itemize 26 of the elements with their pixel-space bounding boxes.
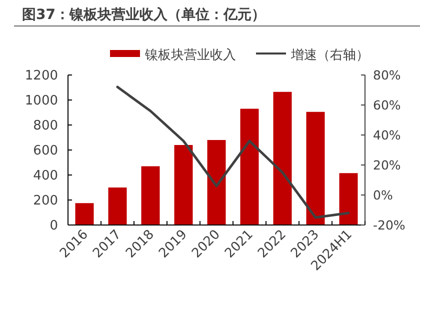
bar — [306, 112, 325, 225]
y-tick-label: 400 — [33, 168, 58, 184]
bar — [339, 173, 358, 225]
y-tick-label: 600 — [33, 144, 58, 158]
y2-tick-label: -20% — [373, 218, 406, 232]
bar — [141, 166, 160, 225]
y2-tick-label: 40% — [373, 128, 401, 142]
bar — [273, 92, 292, 225]
y-tick-label: 1200 — [24, 68, 58, 84]
bar — [75, 203, 94, 225]
y-tick-label: 800 — [33, 118, 58, 134]
y2-tick-label: 0% — [373, 188, 393, 202]
bar — [174, 145, 193, 225]
line-series — [116, 86, 350, 219]
legend-label: 增速（右轴） — [290, 48, 369, 63]
bar — [207, 140, 226, 225]
y2-tick-label: 80% — [373, 68, 401, 82]
y2-tick-label: 20% — [373, 158, 401, 172]
chart-title: 图37：镍板块营业收入（单位：亿元） — [22, 7, 266, 23]
bar — [108, 188, 127, 225]
y2-tick-label: 60% — [373, 98, 401, 112]
y-tick-label: 200 — [33, 194, 58, 208]
y-tick-label: 0 — [50, 218, 58, 234]
bar — [240, 108, 259, 225]
y-tick-label: 1000 — [24, 94, 58, 108]
legend-label: 镍板块营业收入 — [144, 48, 236, 63]
